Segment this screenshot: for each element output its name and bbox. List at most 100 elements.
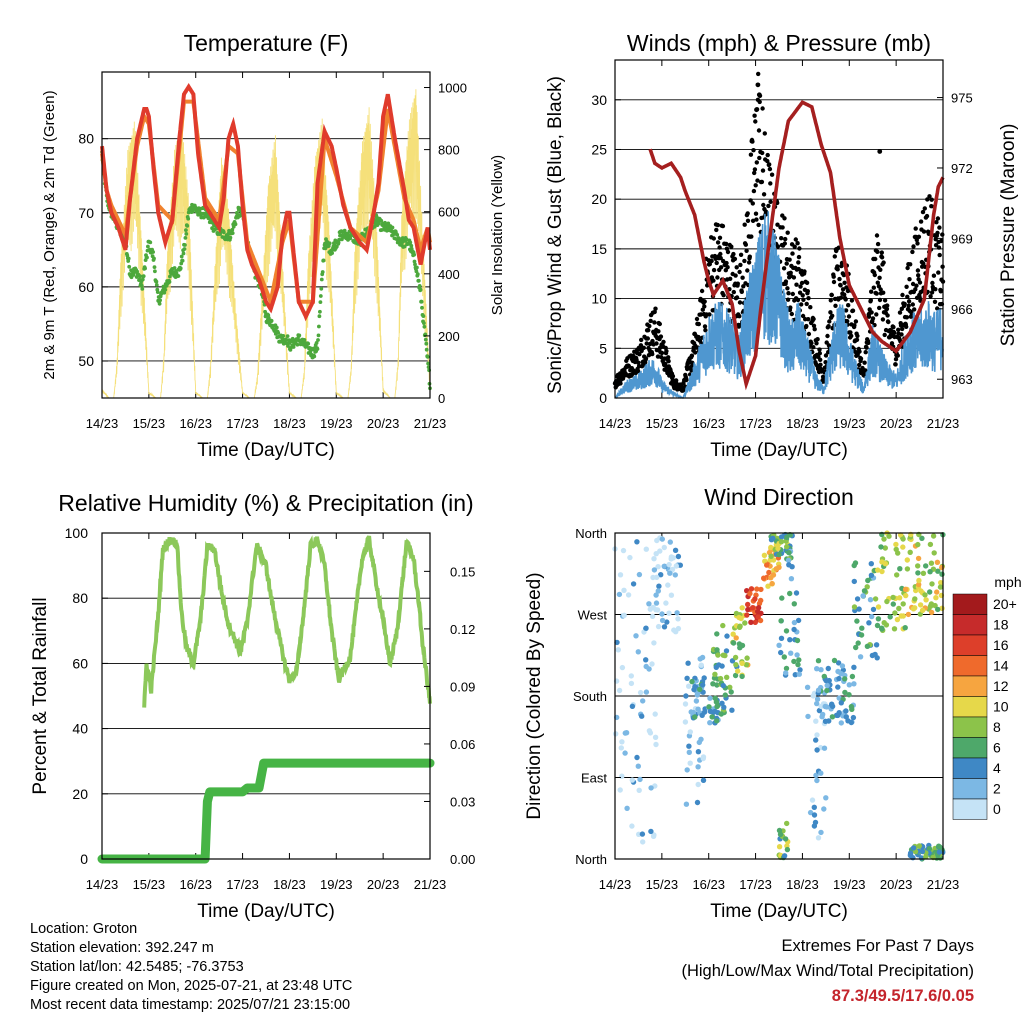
gust-point (805, 289, 810, 294)
direction-point (813, 737, 819, 743)
gust-point (885, 303, 890, 308)
direction-point (915, 555, 922, 562)
y-axis-label: Sonic/Prop Wind & Gust (Blue, Black) (545, 76, 566, 394)
gust-point (737, 314, 742, 319)
direction-point (624, 805, 630, 811)
direction-point (910, 845, 917, 851)
gust-point (924, 213, 930, 219)
gust-point (734, 295, 740, 300)
gust-point (905, 294, 910, 299)
dewpoint-point (419, 299, 424, 304)
direction-point (655, 588, 661, 594)
direction-point (769, 580, 775, 587)
gust-point (639, 337, 644, 343)
colorbar-swatch (952, 737, 988, 759)
direction-point (768, 575, 774, 581)
gust-point (896, 327, 901, 332)
gust-point (852, 323, 857, 328)
direction-point (904, 557, 910, 563)
gust-point (742, 258, 747, 264)
gust-point (876, 284, 882, 289)
direction-point (842, 676, 848, 682)
direction-point (710, 681, 716, 687)
gust-point (659, 355, 664, 360)
gust-point (653, 306, 658, 311)
direction-point (664, 619, 670, 625)
dewpoint-point (140, 277, 145, 282)
gust-point (700, 307, 705, 312)
x-tick-label: 21/23 (927, 416, 960, 431)
dewpoint-point (184, 232, 189, 236)
direction-point (843, 708, 849, 714)
gust-point (752, 113, 757, 118)
direction-point (768, 553, 774, 559)
gust-point (766, 203, 771, 209)
colorbar-swatch (952, 593, 988, 615)
gust-point (659, 350, 665, 356)
direction-point (739, 605, 745, 611)
direction-point (654, 574, 660, 580)
gust-point (785, 297, 791, 302)
direction-point (695, 781, 701, 788)
y-tick-label: North (575, 852, 607, 867)
direction-point (868, 572, 875, 578)
gust-point (895, 353, 900, 358)
gust-point (925, 197, 930, 202)
direction-point (745, 606, 751, 613)
dewpoint-point (422, 321, 426, 325)
plot-frame (614, 532, 944, 860)
direction-point (824, 682, 830, 689)
gust-point (904, 315, 910, 320)
gust-point (907, 277, 912, 282)
y-tick-label: 60 (78, 279, 94, 295)
gust-point (785, 286, 790, 291)
direction-point (673, 563, 679, 569)
direction-point (875, 604, 882, 610)
direction-point (785, 557, 792, 563)
direction-point (848, 719, 854, 726)
direction-point (923, 854, 929, 860)
gust-point (872, 272, 877, 278)
x-axis-label: Time (Day/UTC) (710, 901, 848, 922)
direction-point (854, 618, 860, 624)
gust-point (754, 160, 759, 165)
gust-point (782, 241, 787, 246)
direction-point (747, 590, 753, 597)
y-tick-label: 40 (72, 721, 88, 737)
direction-point (782, 836, 789, 842)
direction-point (915, 570, 921, 576)
direction-point (810, 693, 816, 699)
gust-point (880, 317, 886, 322)
direction-point (698, 662, 704, 668)
direction-point (682, 701, 689, 707)
plot-frame (101, 71, 431, 399)
direction-point (775, 545, 781, 552)
gust-point (618, 381, 623, 386)
dewpoint-point (418, 287, 423, 292)
direction-point (838, 720, 844, 726)
x-tick-label: 15/23 (133, 416, 166, 431)
direction-point (846, 692, 852, 698)
direction-point (758, 597, 764, 604)
gust-point (877, 275, 882, 280)
direction-point (856, 606, 862, 612)
gust-point (885, 313, 890, 318)
direction-point (722, 692, 728, 698)
direction-point (902, 586, 909, 592)
dewpoint-point (269, 318, 274, 323)
gust-peak (755, 82, 761, 88)
gust-point (717, 245, 722, 250)
gust-point (721, 293, 726, 298)
gust-point (916, 234, 922, 239)
dewpoint-point (390, 225, 395, 230)
dewpoint-point (317, 324, 321, 329)
direction-point (657, 548, 663, 554)
gust-point (637, 352, 642, 357)
direction-point (886, 533, 892, 539)
gust-point (938, 289, 943, 294)
gust-point (635, 368, 641, 374)
gust-point (715, 240, 721, 245)
pressure-series (648, 100, 945, 391)
gust-point (645, 336, 650, 341)
gust-point (718, 251, 723, 257)
